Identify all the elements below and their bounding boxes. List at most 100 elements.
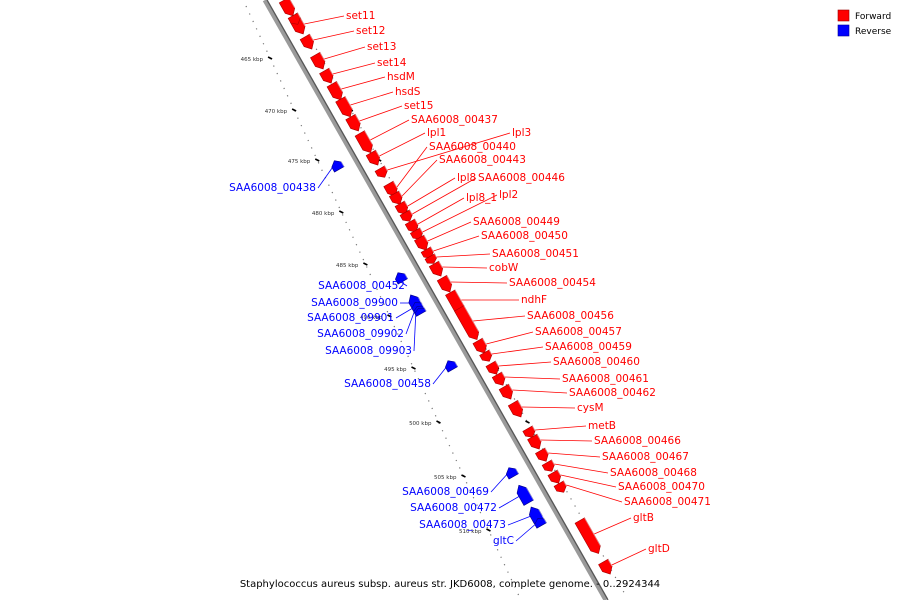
gene-glyph-saa6008-00452 [395, 269, 409, 285]
gene-label-saa6008-00449: SAA6008_00449 [473, 216, 560, 228]
gene-glyph-saa6008-00459 [479, 349, 493, 362]
gene-label-saa6008-00458: SAA6008_00458 [344, 378, 431, 390]
legend-swatch-forward [837, 9, 850, 22]
tick-label: 500 kbp [409, 421, 432, 427]
gene-label-saa6008-00462: SAA6008_00462 [569, 387, 656, 399]
gene-label-lpl1: lpl1 [427, 127, 446, 139]
leader-line [417, 197, 465, 225]
gene-glyph-saa6008-00469 [505, 464, 519, 480]
gene-label-lpl8: lpl8 [457, 172, 476, 184]
gene-glyph-set15 [345, 113, 361, 132]
gene-glyph-saa6008-00451 [424, 253, 438, 264]
gene-glyph-metb [522, 425, 536, 438]
tick-label: 480 kbp [312, 211, 335, 217]
gene-glyph-gltc [534, 515, 547, 529]
gene-glyph-gltd [598, 558, 613, 575]
gene-label-saa6008-00457: SAA6008_00457 [535, 326, 622, 338]
tick-mark-reverse [411, 366, 416, 370]
tick-mark-reverse [363, 262, 368, 266]
leader-line [359, 105, 403, 122]
gene-label-cysm: cysM [577, 402, 604, 414]
gene-label-saa6008-00456: SAA6008_00456 [527, 310, 614, 322]
leader-line [405, 310, 415, 335]
leader-line [535, 425, 587, 431]
gene-glyph-cobw [428, 260, 444, 277]
gene-label-saa6008-00473: SAA6008_00473 [419, 519, 506, 531]
gene-features [278, 0, 613, 575]
gene-glyph-saa6008-00468 [541, 459, 555, 472]
leader-line [370, 119, 410, 141]
gene-glyph-cysm [507, 399, 524, 418]
gene-label-saa6008-00471: SAA6008_00471 [624, 496, 711, 508]
gene-glyph-set13 [310, 51, 326, 70]
gene-label-cobw: cobW [489, 262, 519, 274]
gene-label-saa6008-00452: SAA6008_00452 [318, 280, 405, 292]
leader-line [433, 235, 480, 252]
legend: Forward Reverse [837, 9, 892, 37]
leader-line [317, 166, 334, 189]
gene-glyph-saa6008-00470 [547, 469, 562, 484]
gene-label-saa6008-09902: SAA6008_09902 [317, 328, 404, 340]
genome-backbone-shadow [266, 0, 609, 600]
legend-swatch-reverse [837, 24, 850, 37]
leader-line [396, 146, 428, 188]
gene-glyph-lpl8 [394, 200, 409, 215]
map-caption: Staphylococcus aureus subsp. aureus str.… [240, 579, 660, 590]
leader-line [521, 406, 576, 409]
gene-glyph-lpl2 [409, 227, 424, 240]
gene-label-set11: set11 [346, 10, 375, 22]
tick-mark-reverse [314, 158, 320, 162]
gene-label-saa6008-00451: SAA6008_00451 [492, 248, 579, 260]
leader-line [412, 177, 477, 215]
gene-glyph-hsds [335, 96, 353, 118]
tick-label: 510 kbp [459, 529, 482, 535]
gene-label-saa6008-00467: SAA6008_00467 [602, 451, 689, 463]
gene-label-gltd: gltD [648, 543, 670, 555]
leader-line [387, 132, 511, 171]
gene-glyph-saa6008-00472 [516, 482, 534, 506]
gene-glyph-saa6008-00462 [498, 383, 514, 400]
gene-glyph-saa6008-00440 [383, 180, 398, 197]
leader-line [422, 194, 498, 233]
gene-glyph-saa6008-00456 [454, 305, 480, 341]
tick-mark-reverse [267, 56, 273, 60]
leader-line [560, 474, 617, 488]
gene-label-saa6008-00468: SAA6008_00468 [610, 467, 697, 479]
gene-glyph-top-feature-2 [287, 12, 301, 25]
leader-line [486, 331, 534, 345]
gene-glyph-top-feature-1 [278, 0, 296, 17]
leader-line [407, 177, 456, 207]
tick-mark-reverse [291, 108, 297, 112]
gene-glyph-saa6008-00471 [553, 480, 567, 493]
tick-label: 475 kbp [288, 159, 311, 165]
gene-label-hsds: hsdS [395, 86, 421, 98]
gene-label-set12: set12 [356, 25, 385, 37]
gene-glyph-saa6008-00446 [399, 209, 413, 222]
tick-label: 470 kbp [265, 109, 288, 115]
leader-line [566, 484, 623, 503]
gene-label-metb: metB [588, 420, 616, 432]
leader-line [491, 346, 544, 355]
gene-label-saa6008-00472: SAA6008_00472 [410, 502, 497, 514]
leader-line [554, 463, 609, 474]
gene-label-saa6008-00460: SAA6008_00460 [553, 356, 640, 368]
legend-label-reverse: Reverse [855, 27, 892, 37]
tick-label: 490 kbp [360, 315, 383, 321]
gene-label-saa6008-00446: SAA6008_00446 [478, 172, 565, 184]
tick-label: 465 kbp [241, 57, 264, 63]
label-leader-lines [304, 15, 647, 566]
gene-label-saa6008-00443: SAA6008_00443 [439, 154, 526, 166]
tick-mark-reverse [486, 528, 491, 532]
gene-label-saa6008-00466: SAA6008_00466 [594, 435, 681, 447]
gene-glyph-saa6008-00438 [331, 157, 345, 173]
gene-label-saa6008-09901: SAA6008_09901 [307, 312, 394, 324]
gene-glyph-set14 [319, 67, 334, 84]
gene-label-saa6008-00438: SAA6008_00438 [229, 182, 316, 194]
gene-glyph-saa6008-00454 [436, 274, 453, 293]
gene-label-lpl3: lpl3 [512, 127, 531, 139]
gene-glyph-saa6008-00437 [354, 130, 373, 153]
gene-glyph-saa6008-09903 [414, 305, 427, 317]
leader-line [512, 389, 568, 394]
gene-label-saa6008-00454: SAA6008_00454 [509, 277, 596, 289]
gene-label-lpl8-1: lpl8_1 [466, 192, 497, 204]
